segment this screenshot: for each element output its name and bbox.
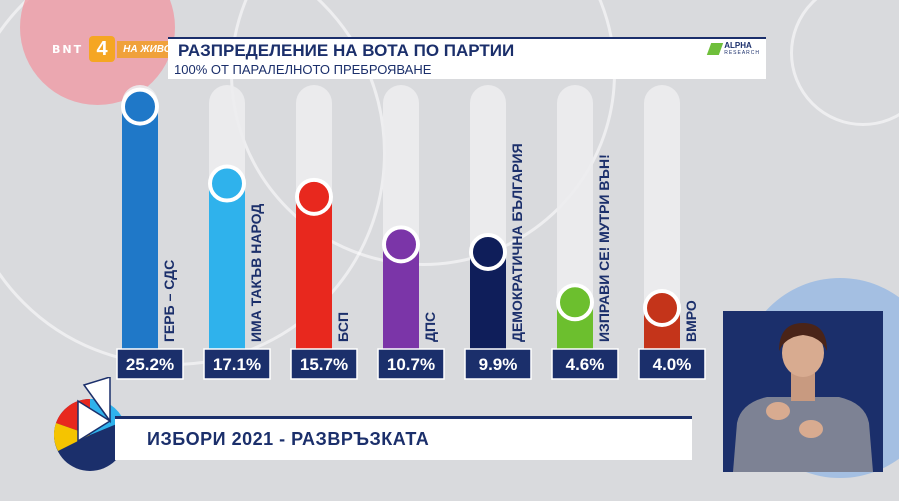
value-box: [116, 348, 184, 380]
network-name: BNT: [52, 42, 84, 56]
value-label: 17.1%: [213, 355, 261, 374]
value-box: [377, 348, 445, 380]
category-label: БСП: [335, 312, 351, 342]
value-box: [464, 348, 532, 380]
bar: [122, 106, 158, 350]
category-label: ИЗПРАВИ СЕ! МУТРИ ВЪН!: [596, 154, 612, 342]
value-label: 25.2%: [126, 355, 174, 374]
chart-subtitle: 100% ОТ ПАРАЛЕЛНОТО ПРЕБРОЯВАНЕ: [174, 62, 432, 77]
sponsor-sub: RESEARCH: [724, 50, 760, 56]
value-label: 15.7%: [300, 355, 348, 374]
sponsor-logo: ALPHA RESEARCH: [707, 41, 760, 56]
value-box: [551, 348, 619, 380]
bar-cap: [384, 227, 418, 262]
bar: [296, 196, 332, 350]
value-label: 4.6%: [566, 355, 605, 374]
bar-track: [557, 85, 593, 350]
banner-text: ИЗБОРИ 2021 - РАЗВРЪЗКАТА: [147, 429, 430, 449]
title-box: РАЗПРЕДЕЛЕНИЕ НА ВОТА ПО ПАРТИИ ALPHA RE…: [168, 37, 766, 61]
bar-cap: [558, 285, 592, 320]
bar-cap: [123, 89, 157, 124]
bar-cap: [645, 291, 679, 325]
sign-language-interpreter-video: [723, 311, 883, 472]
category-label: ИМА ТАКЪВ НАРОД: [248, 204, 264, 342]
value-label: 10.7%: [387, 355, 435, 374]
category-label: ДПС: [422, 312, 438, 342]
bar: [209, 183, 245, 350]
value-label: 4.0%: [653, 355, 692, 374]
show-logo: [54, 377, 126, 471]
sponsor-name: ALPHA: [724, 41, 752, 50]
category-label: ВМРО: [683, 300, 699, 342]
category-label: ГЕРБ – СДС: [161, 260, 177, 342]
program-banner: ИЗБОРИ 2021 - РАЗВРЪЗКАТА: [115, 416, 692, 460]
banner-divider: [115, 416, 692, 419]
channel-logo: BNT 4 НА ЖИВО: [52, 36, 178, 62]
bar-track: [644, 85, 680, 350]
value-box: [290, 348, 358, 380]
channel-number: 4: [89, 36, 116, 62]
chart-title: РАЗПРЕДЕЛЕНИЕ НА ВОТА ПО ПАРТИИ: [178, 41, 515, 60]
bar-cap: [471, 234, 505, 269]
value-label: 9.9%: [479, 355, 518, 374]
live-badge: НА ЖИВО: [117, 40, 178, 58]
bar-cap: [210, 166, 244, 201]
value-box: [203, 348, 271, 380]
value-box: [638, 348, 706, 380]
bar-cap: [297, 179, 331, 214]
category-label: ДЕМОКРАТИЧНА БЪЛГАРИЯ: [509, 143, 525, 342]
subtitle-box: 100% ОТ ПАРАЛЕЛНОТО ПРЕБРОЯВАНЕ: [168, 61, 766, 79]
